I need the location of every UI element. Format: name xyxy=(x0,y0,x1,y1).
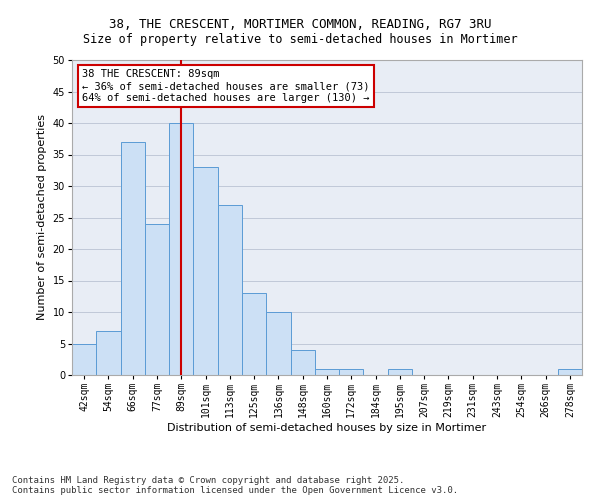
Bar xyxy=(169,123,193,375)
Bar xyxy=(72,344,96,375)
Bar xyxy=(218,205,242,375)
Bar xyxy=(558,368,582,375)
X-axis label: Distribution of semi-detached houses by size in Mortimer: Distribution of semi-detached houses by … xyxy=(167,423,487,432)
Bar xyxy=(121,142,145,375)
Text: Size of property relative to semi-detached houses in Mortimer: Size of property relative to semi-detach… xyxy=(83,34,517,46)
Bar xyxy=(266,312,290,375)
Y-axis label: Number of semi-detached properties: Number of semi-detached properties xyxy=(37,114,47,320)
Text: Contains HM Land Registry data © Crown copyright and database right 2025.
Contai: Contains HM Land Registry data © Crown c… xyxy=(12,476,458,495)
Bar xyxy=(193,167,218,375)
Bar xyxy=(339,368,364,375)
Bar xyxy=(290,350,315,375)
Text: 38, THE CRESCENT, MORTIMER COMMON, READING, RG7 3RU: 38, THE CRESCENT, MORTIMER COMMON, READI… xyxy=(109,18,491,30)
Bar xyxy=(388,368,412,375)
Bar xyxy=(242,293,266,375)
Text: 38 THE CRESCENT: 89sqm
← 36% of semi-detached houses are smaller (73)
64% of sem: 38 THE CRESCENT: 89sqm ← 36% of semi-det… xyxy=(82,70,370,102)
Bar xyxy=(145,224,169,375)
Bar xyxy=(96,331,121,375)
Bar xyxy=(315,368,339,375)
